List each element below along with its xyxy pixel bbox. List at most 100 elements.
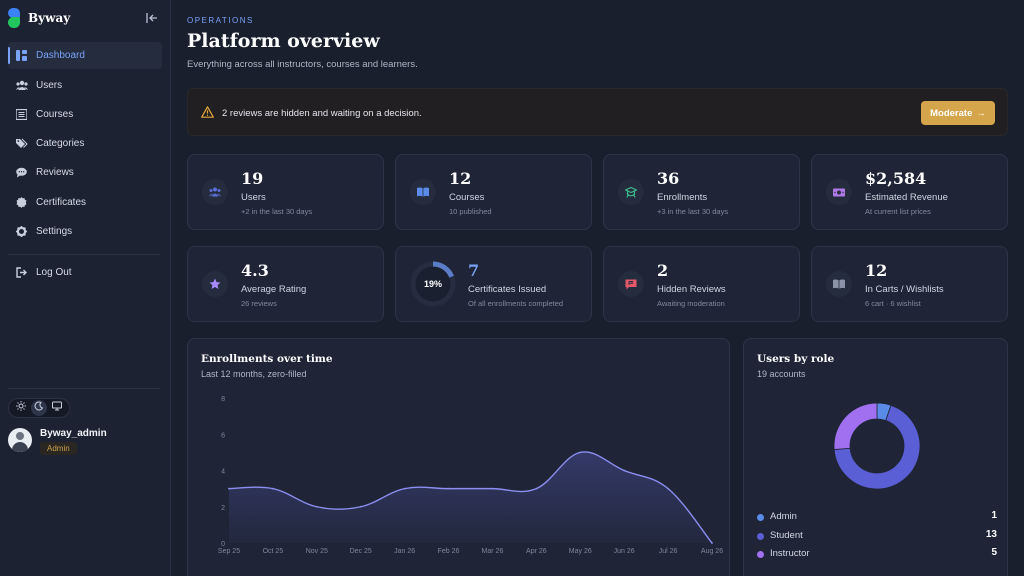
sidebar-bottom-divider bbox=[8, 388, 160, 389]
y-tick-label: 0 bbox=[221, 541, 225, 548]
users-icon bbox=[16, 80, 28, 91]
monitor-icon[interactable] bbox=[49, 400, 65, 416]
sidebar-item-label: Users bbox=[36, 80, 63, 91]
data-point[interactable] bbox=[535, 487, 538, 490]
data-point[interactable] bbox=[272, 487, 274, 490]
legend-item-instructor: Instructor 5 bbox=[757, 547, 997, 561]
x-tick-label: Jun 26 bbox=[614, 548, 635, 555]
collapse-sidebar-icon[interactable] bbox=[144, 11, 160, 27]
dashboard-icon bbox=[16, 50, 27, 61]
byway-logo-icon bbox=[8, 8, 20, 28]
stat-card-certificates[interactable]: 19% 7 Certificates Issued Of all enrollm… bbox=[395, 246, 592, 322]
area-fill bbox=[229, 451, 712, 543]
warning-icon bbox=[201, 106, 214, 121]
data-point[interactable] bbox=[579, 451, 582, 454]
chat-icon bbox=[16, 167, 27, 178]
completion-ring-arc bbox=[410, 261, 456, 307]
data-point[interactable] bbox=[403, 487, 406, 490]
section-eyebrow: OPERATIONS bbox=[187, 16, 254, 25]
logout-label: Log Out bbox=[36, 267, 72, 278]
avatar[interactable] bbox=[8, 428, 32, 452]
sidebar-item-label: Categories bbox=[36, 138, 85, 149]
stat-value: 12 bbox=[865, 261, 888, 280]
x-tick-label: Jul 26 bbox=[659, 548, 678, 555]
users-by-role-donut bbox=[833, 402, 921, 490]
x-tick-label: Feb 26 bbox=[438, 548, 460, 555]
sidebar-item-settings[interactable]: Settings bbox=[8, 218, 162, 245]
legend-count: 5 bbox=[991, 547, 997, 558]
stat-label: Certificates Issued bbox=[468, 284, 547, 295]
moon-icon[interactable] bbox=[31, 400, 47, 416]
stat-card-revenue[interactable]: $2,584 Estimated Revenue At current list… bbox=[811, 154, 1008, 230]
stat-card-carts[interactable]: 12 In Carts / Wishlists 6 cart · 6 wishl… bbox=[811, 246, 1008, 322]
sidebar-item-categories[interactable]: Categories bbox=[8, 130, 162, 157]
logout-icon bbox=[16, 267, 27, 278]
stat-label: Hidden Reviews bbox=[657, 284, 726, 295]
sidebar-item-label: Certificates bbox=[36, 197, 87, 208]
sidebar-item-reviews[interactable]: Reviews bbox=[8, 159, 162, 186]
stat-value: 7 bbox=[468, 261, 480, 280]
x-tick-label: Nov 25 bbox=[306, 548, 328, 555]
sidebar-item-dashboard[interactable]: Dashboard bbox=[8, 42, 162, 69]
data-point[interactable] bbox=[623, 469, 626, 472]
stat-card-enrollments[interactable]: 36 Enrollments +3 in the last 30 days bbox=[603, 154, 800, 230]
data-point[interactable] bbox=[491, 487, 494, 490]
data-point[interactable] bbox=[447, 487, 450, 490]
brand[interactable]: Byway bbox=[8, 8, 70, 28]
moderate-button-label: Moderate bbox=[930, 107, 973, 119]
main-content: OPERATIONS Platform overview Everything … bbox=[187, 0, 1008, 576]
y-tick-label: 2 bbox=[221, 505, 225, 512]
data-point[interactable] bbox=[228, 487, 230, 490]
star-icon bbox=[202, 271, 228, 297]
x-tick-label: Jan 26 bbox=[394, 548, 415, 555]
stat-sub: 6 cart · 6 wishlist bbox=[865, 299, 921, 308]
legend-name: Admin bbox=[770, 511, 797, 522]
stat-value: 12 bbox=[449, 169, 472, 188]
sidebar-item-courses[interactable]: Courses bbox=[8, 101, 162, 128]
panel-title: Enrollments over time bbox=[201, 353, 333, 365]
users-icon bbox=[202, 179, 228, 205]
sidebar-item-label: Reviews bbox=[36, 167, 74, 178]
stat-card-courses[interactable]: 12 Courses 10 published bbox=[395, 154, 592, 230]
data-point[interactable] bbox=[711, 542, 713, 544]
stat-sub: Awaiting moderation bbox=[657, 299, 725, 308]
logout-button[interactable]: Log Out bbox=[8, 259, 162, 286]
x-tick-label: Oct 25 bbox=[263, 548, 284, 555]
moderate-button[interactable]: Moderate → bbox=[921, 101, 995, 125]
data-point[interactable] bbox=[667, 487, 669, 490]
graduation-icon bbox=[618, 179, 644, 205]
legend-count: 13 bbox=[985, 529, 997, 540]
stat-value: 36 bbox=[657, 169, 680, 188]
brand-name: Byway bbox=[28, 11, 71, 25]
page-title: Platform overview bbox=[187, 30, 380, 52]
stat-sub: +3 in the last 30 days bbox=[657, 207, 729, 216]
sidebar-item-label: Dashboard bbox=[36, 50, 85, 61]
stat-card-hidden-reviews[interactable]: 2 Hidden Reviews Awaiting moderation bbox=[603, 246, 800, 322]
hidden-reviews-alert: 2 reviews are hidden and waiting on a de… bbox=[187, 88, 1008, 136]
y-tick-label: 8 bbox=[221, 396, 225, 403]
data-point[interactable] bbox=[359, 505, 362, 508]
y-tick-label: 4 bbox=[221, 469, 225, 476]
sidebar-item-certificates[interactable]: Certificates bbox=[8, 189, 162, 216]
x-tick-label: Mar 26 bbox=[482, 548, 504, 555]
sidebar-item-users[interactable]: Users bbox=[8, 72, 162, 99]
sun-icon[interactable] bbox=[13, 400, 29, 416]
stat-sub: +2 in the last 30 days bbox=[241, 207, 313, 216]
stat-label: In Carts / Wishlists bbox=[865, 284, 944, 295]
flag-chat-icon bbox=[618, 271, 644, 297]
book-icon bbox=[410, 179, 436, 205]
legend-count: 1 bbox=[991, 510, 997, 521]
alert-text: 2 reviews are hidden and waiting on a de… bbox=[222, 108, 422, 119]
stat-card-rating[interactable]: 4.3 Average Rating 26 reviews bbox=[187, 246, 384, 322]
stat-card-users[interactable]: 19 Users +2 in the last 30 days bbox=[187, 154, 384, 230]
donut-slice-instructor[interactable] bbox=[833, 402, 878, 450]
data-point[interactable] bbox=[315, 505, 318, 508]
sidebar-item-label: Settings bbox=[36, 226, 73, 237]
users-by-role-panel: Users by role 19 accounts Admin 1 Studen… bbox=[743, 338, 1008, 576]
gear-icon bbox=[16, 226, 27, 237]
stat-label: Average Rating bbox=[241, 284, 307, 295]
donut-slice-student[interactable] bbox=[833, 404, 921, 490]
sidebar: Byway Dashboard Users Courses Categories… bbox=[0, 0, 171, 576]
money-icon bbox=[826, 179, 852, 205]
stat-sub: Of all enrollments completed bbox=[468, 299, 564, 308]
